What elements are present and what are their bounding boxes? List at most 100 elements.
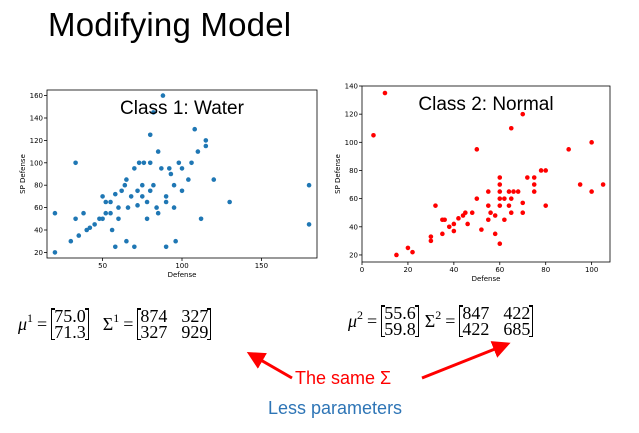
matrix-cell: 422: [462, 319, 490, 339]
data-point: [139, 194, 145, 199]
data-point: [154, 205, 159, 210]
mu-symbol-1: μ: [18, 313, 28, 334]
y-tick-label: 80: [34, 182, 43, 190]
data-point: [52, 210, 58, 216]
data-point: [155, 210, 161, 216]
chart-title: Class 2: Normal: [418, 94, 553, 115]
data-point: [163, 194, 169, 199]
data-point: [151, 110, 156, 115]
matrix-cell: 327: [181, 306, 209, 326]
chart-title: Class 1: Water: [120, 98, 245, 119]
data-point: [173, 238, 178, 244]
y-tick-label: 160: [30, 92, 43, 100]
data-point: [508, 196, 514, 201]
data-point: [112, 244, 118, 250]
data-point: [108, 210, 113, 216]
equals-sign: =: [37, 313, 48, 334]
y-axis-label: SP Defense: [334, 154, 342, 194]
data-point: [428, 234, 434, 239]
data-point: [465, 221, 470, 227]
data-point: [122, 182, 128, 188]
y-tick-label: 100: [345, 139, 358, 147]
y-tick-label: 140: [345, 83, 358, 91]
x-tick-label: 150: [255, 262, 268, 270]
data-point: [179, 166, 185, 171]
data-point: [451, 228, 457, 234]
data-point: [456, 216, 461, 221]
data-point: [531, 182, 537, 187]
x-tick-label: 60: [495, 266, 504, 274]
sigma-matrix-2: 847 422 422 685: [459, 304, 534, 339]
plot-frame: [361, 85, 611, 263]
data-point: [485, 217, 491, 223]
data-point: [520, 200, 526, 206]
data-point: [485, 189, 491, 194]
data-point: [479, 227, 484, 232]
data-point: [502, 217, 507, 223]
data-point: [176, 160, 182, 166]
x-tick-label: 20: [403, 266, 412, 274]
data-point: [446, 224, 452, 230]
data-point: [440, 231, 445, 237]
y-tick-label: 140: [30, 115, 43, 123]
y-tick-label: 40: [349, 223, 358, 231]
data-point: [531, 175, 537, 180]
data-point: [139, 182, 145, 188]
data-point: [497, 175, 503, 180]
data-point: [151, 182, 156, 188]
data-point: [589, 189, 594, 194]
data-point: [103, 199, 109, 205]
data-point: [103, 210, 109, 216]
data-point: [485, 203, 491, 208]
plot-frame: [46, 89, 318, 259]
sigma-sup-1: 1: [113, 310, 120, 325]
data-point: [68, 238, 74, 244]
data-point: [474, 196, 480, 201]
data-point: [371, 132, 376, 138]
data-point: [100, 194, 105, 199]
mu-vector-2: 55.6 59.8: [381, 304, 419, 338]
data-point: [132, 244, 137, 250]
data-point: [87, 225, 93, 231]
x-axis-label: Defense: [472, 275, 501, 283]
data-point: [506, 189, 512, 194]
data-point: [410, 249, 415, 255]
data-point: [73, 160, 78, 166]
data-point: [144, 216, 150, 222]
data-point: [497, 196, 503, 201]
matrix-cell: 874: [140, 306, 168, 326]
mu-sup-1: 1: [27, 310, 34, 325]
data-point: [125, 205, 131, 210]
data-point: [132, 166, 137, 171]
data-point: [497, 203, 503, 208]
data-point: [163, 244, 169, 250]
data-point: [451, 221, 457, 227]
arrow-right: [421, 341, 511, 380]
data-point: [306, 222, 312, 227]
data-point: [469, 210, 475, 216]
data-point: [497, 241, 503, 246]
data-point: [147, 132, 153, 138]
matrix-cell: 929: [181, 322, 209, 342]
data-point: [76, 233, 82, 238]
y-tick-label: 60: [34, 204, 43, 212]
data-point: [577, 182, 583, 187]
arrow-left: [246, 352, 293, 380]
data-point: [497, 182, 503, 187]
sigma-symbol-1: Σ: [102, 313, 114, 334]
data-point: [128, 194, 134, 199]
data-point: [506, 203, 512, 208]
data-point: [566, 147, 571, 152]
data-point: [116, 216, 121, 222]
y-axis-label: SP Defense: [19, 154, 27, 194]
matrix-cell: 685: [503, 319, 531, 339]
data-point: [192, 126, 198, 132]
y-tick-label: 120: [345, 111, 358, 119]
data-point: [97, 216, 102, 222]
x-tick-label: 100: [175, 262, 188, 270]
data-point: [163, 199, 169, 205]
data-point: [136, 160, 142, 166]
data-point: [520, 210, 526, 216]
